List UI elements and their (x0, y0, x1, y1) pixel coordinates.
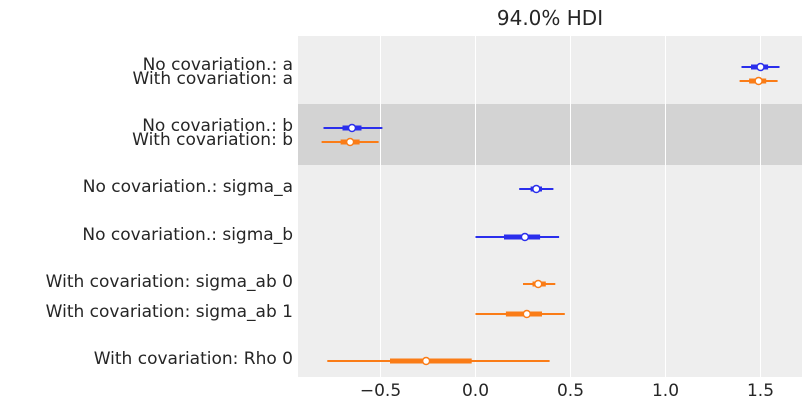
median-marker (347, 123, 357, 133)
x-tick-label: −0.5 (359, 381, 402, 401)
median-marker (522, 309, 532, 319)
median-marker (756, 62, 765, 72)
y-label: No covariation.: sigma_b (82, 225, 293, 245)
y-label: With covariation: a (132, 69, 293, 89)
y-label: With covariation: b (132, 130, 293, 150)
x-tick-label: 0.5 (556, 381, 585, 401)
chart-title: 94.0% HDI (496, 6, 604, 30)
y-label: No covariation.: a (142, 55, 293, 75)
shaded-band (298, 104, 802, 165)
median-marker (533, 279, 543, 289)
x-tick-label: 1.5 (746, 381, 775, 401)
x-tick-label: 0.0 (461, 381, 490, 401)
y-label: No covariation.: b (142, 116, 293, 136)
median-marker (345, 137, 355, 147)
y-label: With covariation: sigma_ab 0 (45, 272, 293, 292)
median-marker (421, 356, 431, 366)
y-label: With covariation: sigma_ab 1 (45, 302, 293, 322)
plot-area (298, 36, 802, 377)
x-tick-label: 1.0 (651, 381, 680, 401)
median-marker (520, 232, 530, 242)
y-label: With covariation: Rho 0 (93, 349, 293, 369)
y-label: No covariation.: sigma_a (82, 177, 293, 197)
median-marker (754, 76, 763, 86)
median-marker (532, 184, 541, 194)
